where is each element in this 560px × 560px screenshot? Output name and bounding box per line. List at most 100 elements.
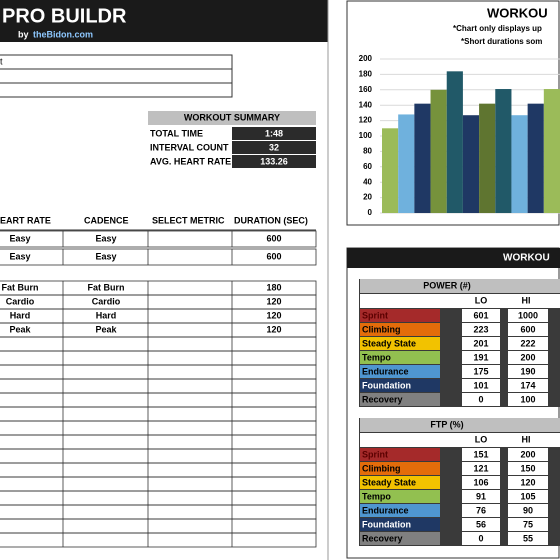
hi-cell: [508, 309, 548, 322]
zone-name-cell: [360, 309, 440, 322]
lo-value: 121: [473, 463, 488, 473]
heart-rate: Hard: [10, 310, 31, 320]
hi-value: 120: [520, 477, 535, 487]
heart-rate: Peak: [9, 324, 31, 334]
summary-cell: [232, 141, 316, 154]
zone-name-cell: [360, 393, 440, 406]
summary-value: 32: [269, 142, 279, 152]
column-header: EART RATE: [0, 215, 51, 225]
lo-cell: [462, 309, 500, 322]
lo-label: LO: [475, 295, 488, 305]
lo-cell: [462, 379, 500, 392]
y-tick-label: 0: [368, 208, 373, 217]
y-tick-label: 40: [363, 177, 372, 186]
summary-cell: [232, 127, 316, 140]
bar: [479, 103, 496, 213]
table-row: [0, 518, 317, 534]
lo-cell: [462, 490, 500, 503]
lo-cell: [462, 393, 500, 406]
lo-value: 175: [473, 366, 488, 376]
zone-name-cell: [360, 462, 440, 475]
hi-cell: [508, 379, 548, 392]
hi-value: 600: [520, 324, 535, 334]
column-header: DURATION (SEC): [234, 215, 308, 225]
table-row: [0, 476, 317, 492]
zone-name-cell: [360, 337, 440, 350]
zone-header: [360, 279, 560, 293]
site-link[interactable]: theBidon.com: [33, 29, 93, 39]
heart-rate: Easy: [9, 251, 30, 261]
heart-rate: Fat Burn: [2, 282, 39, 292]
heart-rate: Easy: [9, 233, 30, 243]
table-row: [0, 434, 317, 450]
hi-cell: [508, 518, 548, 531]
lo-value: 91: [476, 491, 486, 501]
chart-note: *Chart only displays up: [453, 24, 542, 33]
lo-value: 223: [473, 324, 488, 334]
table-row: [0, 490, 317, 506]
lo-value: 76: [476, 505, 486, 515]
bar: [382, 128, 399, 213]
table-row: [0, 336, 317, 352]
y-tick-label: 80: [363, 147, 372, 156]
table-row: [0, 350, 317, 366]
table-row: [0, 248, 317, 266]
hi-value: 190: [520, 366, 535, 376]
zone-name-cell: [360, 323, 440, 336]
y-tick-label: 100: [359, 131, 373, 140]
input-box: [0, 54, 233, 98]
zone-name-cell: [360, 365, 440, 378]
summary-value: 1:48: [265, 128, 283, 138]
cadence: Easy: [95, 233, 116, 243]
hi-value: 1000: [518, 310, 538, 320]
cadence: Cardio: [92, 296, 121, 306]
table-row: [0, 230, 317, 248]
zone-name: Climbing: [362, 324, 401, 334]
lo-cell: [462, 476, 500, 489]
column-header: CADENCE: [84, 215, 129, 225]
hi-cell: [508, 504, 548, 517]
bar: [495, 89, 512, 213]
zone-name: Recovery: [362, 394, 403, 404]
summary-header: [148, 111, 316, 125]
hi-value: 105: [520, 491, 535, 501]
hi-cell: [508, 323, 548, 336]
hi-value: 174: [520, 380, 535, 390]
lo-value: 151: [473, 449, 488, 459]
heart-rate: Cardio: [6, 296, 35, 306]
duration: 180: [266, 282, 281, 292]
lo-cell: [462, 448, 500, 461]
hi-cell: [508, 337, 548, 350]
chart-note: *Short durations som: [461, 37, 542, 46]
zone-name: Recovery: [362, 533, 403, 543]
summary-label: TOTAL TIME: [150, 128, 203, 138]
lo-value: 191: [473, 352, 488, 362]
hi-cell: [508, 393, 548, 406]
hi-cell: [508, 462, 548, 475]
header-band: [0, 0, 328, 42]
zone-name: Foundation: [362, 380, 411, 390]
y-tick-label: 200: [359, 54, 373, 63]
lo-cell: [462, 518, 500, 531]
hi-label: HI: [522, 295, 531, 305]
summary-value: 133.26: [260, 156, 288, 166]
lo-cell: [462, 504, 500, 517]
hi-value: 150: [520, 463, 535, 473]
lo-value: 201: [473, 338, 488, 348]
zone-name: Tempo: [362, 491, 391, 501]
table-row: [0, 420, 317, 436]
y-tick-label: 180: [359, 70, 373, 79]
zone-name: Endurance: [362, 505, 409, 515]
zones-header: [347, 248, 560, 268]
hi-cell: [508, 476, 548, 489]
bar: [462, 115, 480, 213]
zone-name-cell: [360, 351, 440, 364]
duration: 600: [266, 233, 281, 243]
hi-cell: [508, 351, 548, 364]
hi-value: 75: [523, 519, 533, 529]
summary-cell: [232, 155, 316, 168]
lo-cell: [462, 462, 500, 475]
table-row: [0, 462, 317, 478]
zone-name-cell: [360, 476, 440, 489]
bar: [398, 114, 415, 213]
